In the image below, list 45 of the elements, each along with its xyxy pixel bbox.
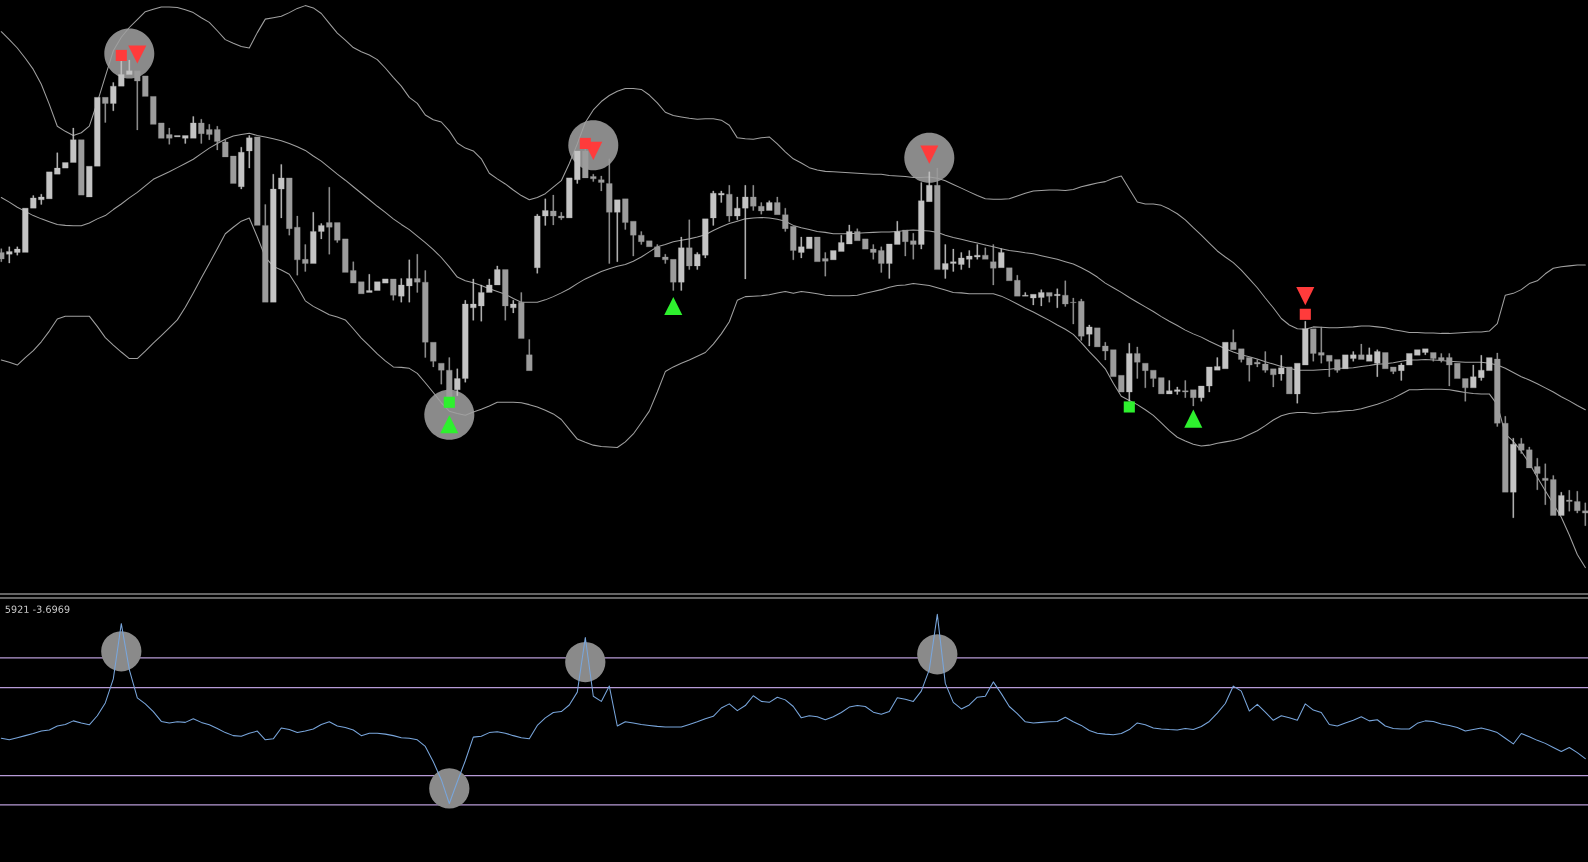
candlestick	[1054, 288, 1061, 308]
candlestick	[766, 200, 773, 211]
point	[101, 631, 142, 672]
candlestick	[1286, 366, 1293, 395]
candlestick	[1126, 343, 1133, 402]
point	[1299, 308, 1311, 320]
point	[664, 296, 683, 315]
point	[440, 415, 459, 434]
candlestick	[518, 292, 525, 339]
candlestick	[934, 167, 941, 270]
point	[1123, 401, 1135, 413]
candlestick	[1086, 324, 1093, 347]
point	[115, 49, 127, 61]
point	[917, 634, 958, 675]
candlestick	[1358, 343, 1365, 360]
candlestick	[1510, 438, 1517, 518]
candlestick	[1558, 492, 1565, 516]
candlestick	[598, 175, 605, 192]
candlestick	[390, 278, 397, 301]
candlestick	[998, 248, 1005, 268]
candlestick	[102, 97, 109, 123]
candlestick	[606, 158, 613, 264]
point	[565, 641, 606, 683]
text: 5921 -3.6969	[5, 605, 70, 613]
candlestick	[1046, 292, 1053, 303]
point	[1184, 409, 1203, 428]
point	[1296, 287, 1315, 306]
candlestick	[726, 185, 733, 222]
candlestick	[246, 135, 253, 169]
candlestick	[982, 247, 989, 260]
candlestick	[502, 269, 509, 321]
candlestick	[686, 219, 693, 270]
candlestick	[78, 139, 85, 196]
candlestick	[238, 147, 245, 190]
candlestick	[1134, 346, 1141, 379]
candlestick	[526, 339, 533, 371]
point	[443, 396, 455, 408]
candlestick	[510, 300, 517, 314]
point	[429, 768, 470, 809]
candlestick	[614, 199, 621, 262]
point	[579, 137, 591, 149]
candlestick	[0, 248, 5, 262]
candlestick	[1278, 355, 1285, 381]
candlestick	[678, 236, 685, 291]
candlestick	[990, 244, 997, 286]
